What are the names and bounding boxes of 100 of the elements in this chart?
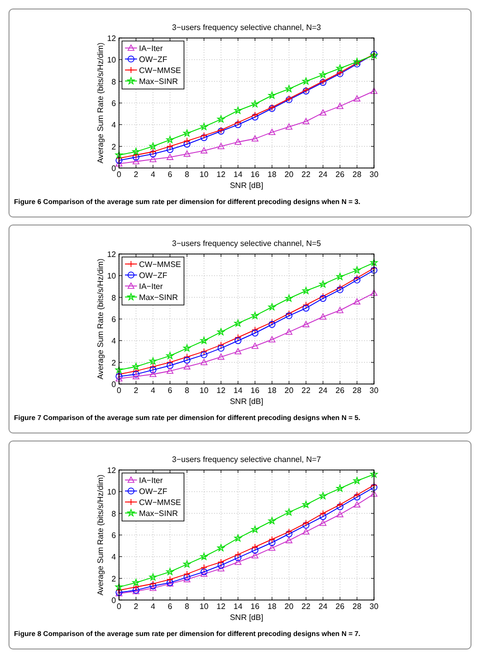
- x-tick-label: 30: [370, 602, 379, 611]
- point: [234, 348, 242, 354]
- legend-label: CW−MMSE: [139, 260, 181, 269]
- y-tick-label: 8: [112, 77, 117, 86]
- point: [286, 123, 292, 130]
- point: [234, 121, 242, 128]
- point: [218, 354, 224, 360]
- point: [285, 85, 293, 92]
- point: [218, 342, 224, 348]
- point: [370, 470, 378, 478]
- x-tick-label: 20: [284, 386, 294, 395]
- point: [268, 539, 276, 546]
- x-tick-label: 28: [352, 170, 362, 179]
- legend-label: Max−SINR: [139, 293, 178, 302]
- point: [252, 330, 258, 336]
- point: [302, 522, 310, 529]
- point: [184, 140, 190, 148]
- legend-label: CW−MMSE: [139, 66, 181, 75]
- legend-label: OW−ZF: [139, 55, 168, 64]
- point: [370, 290, 378, 296]
- point: [218, 565, 224, 572]
- x-tick-label: 4: [150, 386, 156, 395]
- x-tick-label: 12: [216, 170, 226, 179]
- point: [268, 318, 276, 326]
- point: [234, 106, 242, 114]
- x-tick-label: 2: [134, 386, 139, 395]
- point: [200, 134, 208, 142]
- point: [354, 274, 360, 282]
- point: [132, 578, 140, 586]
- point: [115, 583, 123, 590]
- x-tick-label: 12: [216, 386, 226, 395]
- point: [150, 150, 156, 158]
- point: [234, 119, 242, 126]
- y-tick-label: 12: [107, 466, 117, 475]
- point: [320, 510, 326, 517]
- point: [302, 302, 310, 308]
- point: [132, 373, 140, 380]
- x-tick-label: 16: [250, 602, 260, 611]
- point: [166, 146, 174, 153]
- y-tick-label: 10: [107, 488, 117, 497]
- point: [200, 132, 208, 139]
- point: [251, 526, 259, 533]
- legend-label: IA−Iter: [139, 282, 164, 291]
- y-tick-label: 2: [112, 142, 117, 152]
- x-tick-label: 30: [370, 170, 379, 179]
- point: [200, 147, 208, 154]
- point: [115, 151, 123, 158]
- y-tick-label: 10: [107, 56, 117, 65]
- point: [268, 544, 276, 551]
- point: [166, 352, 174, 360]
- point: [166, 142, 174, 150]
- y-axis-title: Average Sum Rate (bits/s/Hz/dim): [96, 258, 105, 380]
- point: [268, 336, 276, 342]
- point: [336, 286, 344, 294]
- point: [319, 280, 327, 288]
- legend-label: Max−SINR: [139, 77, 178, 86]
- y-tick-label: 6: [112, 531, 117, 540]
- point: [268, 517, 276, 524]
- legend-label: IA−Iter: [139, 476, 164, 485]
- point: [320, 313, 326, 320]
- point: [200, 564, 208, 571]
- point: [234, 534, 242, 542]
- x-tick-label: 24: [318, 170, 328, 179]
- x-tick-label: 8: [184, 602, 190, 611]
- point: [336, 272, 344, 280]
- point: [353, 476, 361, 484]
- chart-title: 3−users frequency selective channel, N=5: [172, 239, 322, 248]
- point: [354, 298, 360, 304]
- point: [116, 160, 122, 166]
- x-tick-label: 22: [302, 170, 311, 179]
- x-tick-label: 8: [184, 386, 190, 395]
- y-tick-label: 6: [112, 315, 117, 324]
- x-tick-label: 6: [168, 602, 173, 611]
- point: [218, 344, 224, 352]
- point: [336, 284, 344, 291]
- point: [268, 321, 276, 328]
- y-tick-label: 8: [112, 293, 117, 302]
- x-tick-label: 22: [302, 602, 311, 611]
- x-tick-label: 18: [268, 602, 277, 611]
- x-tick-label: 14: [234, 602, 243, 611]
- point: [252, 552, 258, 558]
- point: [150, 148, 156, 156]
- point: [183, 344, 191, 352]
- x-tick-label: 18: [268, 386, 277, 395]
- legend-label: CW−MMSE: [139, 498, 181, 507]
- x-tick-label: 2: [134, 602, 139, 611]
- point: [286, 537, 292, 544]
- point: [286, 528, 292, 536]
- point: [252, 135, 258, 142]
- point: [354, 276, 360, 284]
- point: [336, 511, 344, 518]
- point: [302, 118, 310, 124]
- point: [353, 266, 361, 274]
- y-tick-label: 2: [112, 358, 117, 368]
- y-axis-title: Average Sum Rate (bits/s/Hz/dim): [96, 42, 105, 164]
- x-tick-label: 16: [250, 386, 260, 395]
- x-tick-label: 26: [336, 602, 345, 611]
- point: [132, 154, 140, 161]
- x-tick-label: 24: [318, 386, 328, 395]
- x-tick-label: 28: [352, 386, 362, 395]
